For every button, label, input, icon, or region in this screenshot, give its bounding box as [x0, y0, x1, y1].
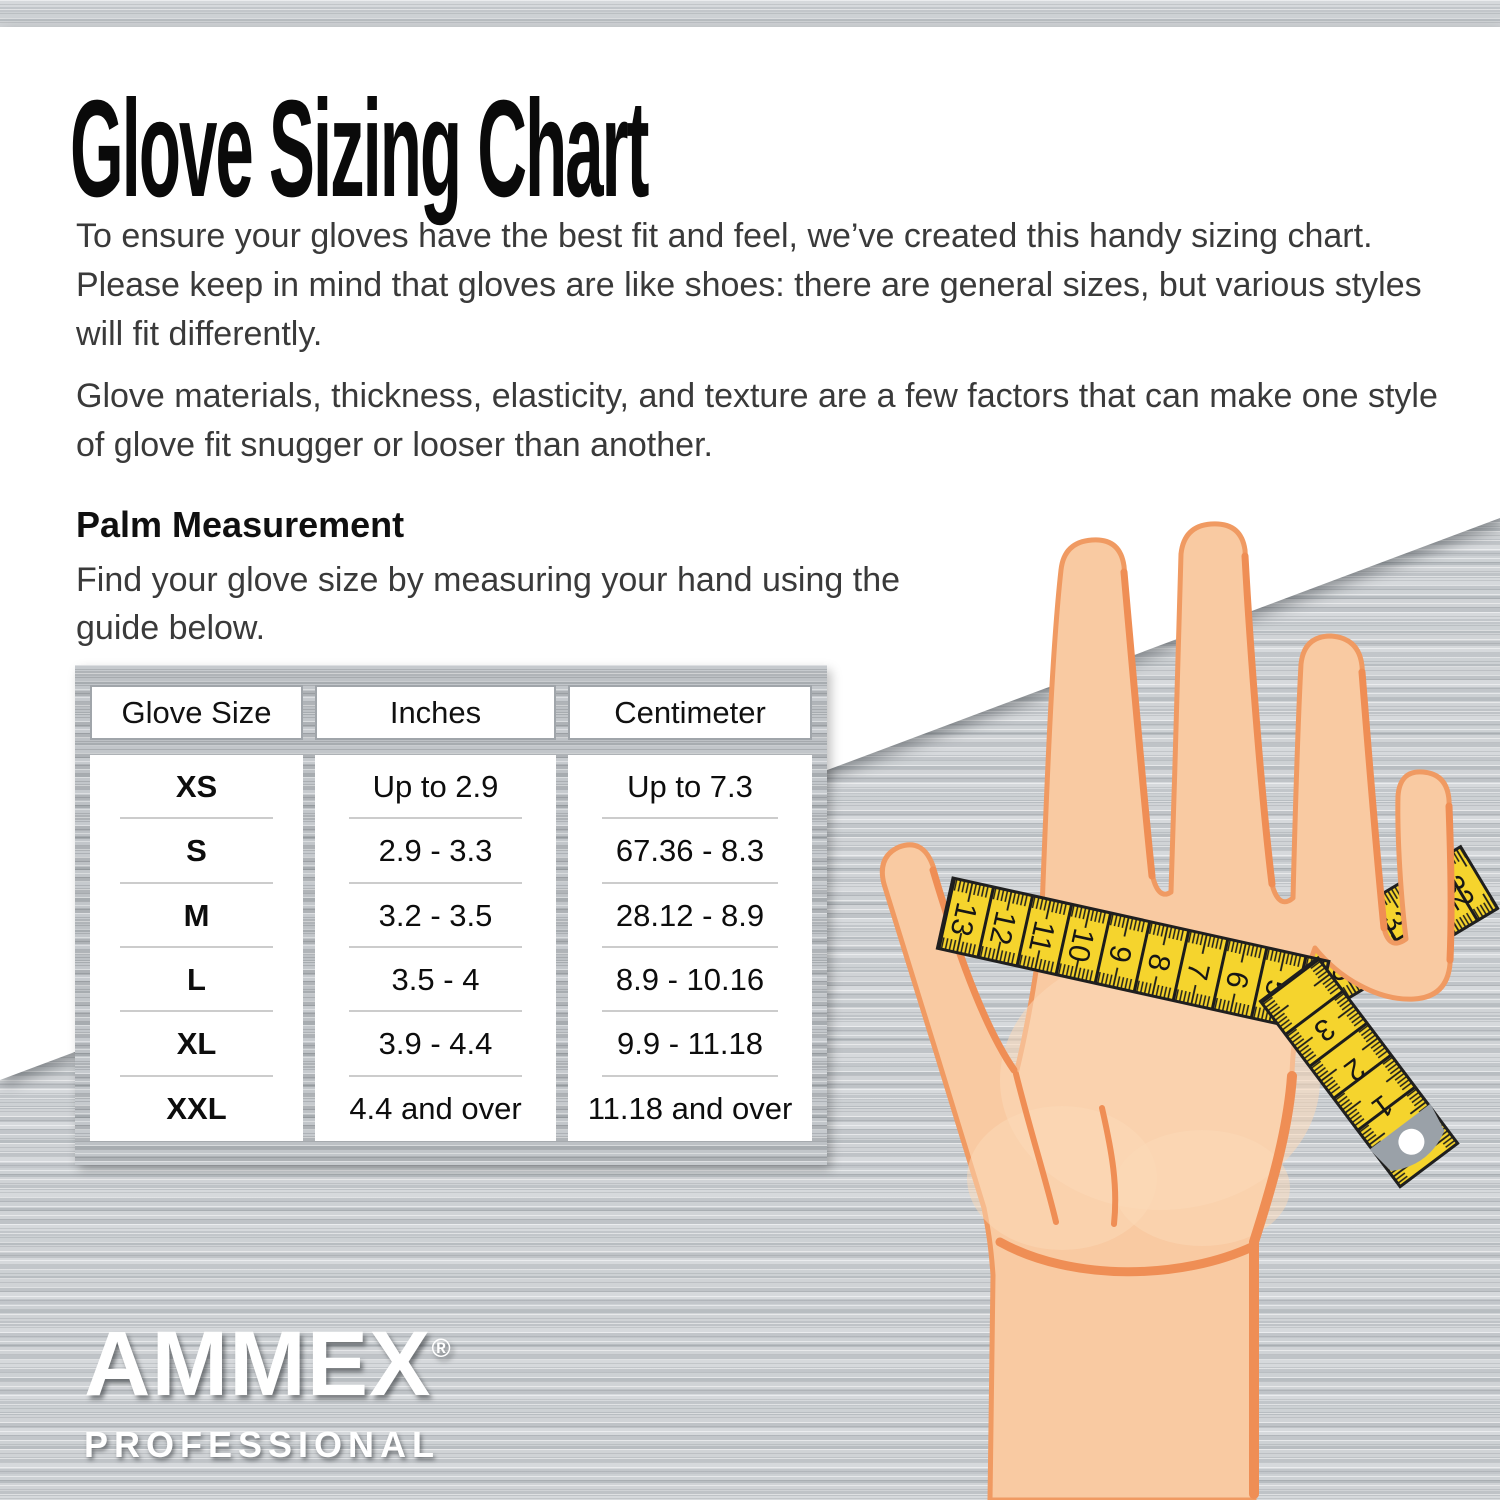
tape-tip-hole [1398, 1128, 1425, 1155]
tape-number: 8 [1141, 951, 1177, 974]
hand-illustration: 30 31 32 13 12 11 10 9 [879, 521, 1500, 1500]
column-header-glove-size: Glove Size [90, 685, 303, 740]
tape-number: 7 [1180, 959, 1216, 982]
table-cell-inches: 2.9 - 3.3 [315, 819, 556, 884]
table-cell-cm: Up to 7.3 [568, 755, 812, 820]
table-cell-inches: 3.9 - 4.4 [315, 1012, 556, 1077]
centimeter-column: Up to 7.3 67.36 - 8.3 28.12 - 8.9 8.9 - … [568, 755, 812, 1141]
registered-mark: ® [431, 1333, 452, 1363]
tape-number: 11 [1022, 918, 1061, 956]
hand-shading-lines [929, 552, 1455, 1499]
palm-measurement-body: Find your glove size by measuring your h… [76, 561, 901, 648]
table-cell-cm: 67.36 - 8.3 [568, 819, 812, 884]
palm-measurement-heading: Palm Measurement [76, 504, 405, 545]
intro-paragraph: To ensure your gloves have the best fit … [76, 217, 1422, 353]
table-cell-inches: 3.5 - 4 [315, 948, 556, 1013]
tape-number: 12 [983, 908, 1022, 948]
inches-column: Up to 2.9 2.9 - 3.3 3.2 - 3.5 3.5 - 4 3.… [315, 755, 556, 1141]
table-cell-inches: Up to 2.9 [315, 755, 556, 820]
column-header-centimeter: Centimeter [568, 685, 812, 740]
brand-logo: AMMEX® PROFESSIONAL [84, 1318, 452, 1466]
tape-main-strip: 13 12 11 10 9 8 7 6 5 4 [935, 876, 1331, 1034]
table-cell-size: L [90, 948, 303, 1013]
hypothenar-mound [1114, 1130, 1290, 1246]
table-cell-cm: 8.9 - 10.16 [568, 948, 812, 1013]
table-cell-cm: 28.12 - 8.9 [568, 884, 812, 949]
table-cell-inches: 3.2 - 3.5 [315, 884, 556, 949]
tape-end-strip: 3 2 1 [1258, 955, 1460, 1189]
column-header-inches: Inches [315, 685, 556, 740]
materials-paragraph: Glove materials, thickness, elasticity, … [76, 377, 1438, 464]
table-cell-size: XXL [166, 1090, 227, 1126]
table-cell-cm: 11.18 and over [587, 1090, 793, 1126]
table-cell-cm: 9.9 - 11.18 [568, 1012, 812, 1077]
table-cell-size: XL [90, 1012, 303, 1077]
tape-number: 9 [1102, 942, 1138, 965]
size-column: XS S M L XL XXL [90, 755, 303, 1141]
table-cell-size: XS [90, 755, 303, 820]
table-cell-size: S [90, 819, 303, 884]
tape-number: 6 [1219, 968, 1255, 991]
page-title: Glove Sizing Chart [70, 72, 649, 226]
tape-number: 10 [1061, 925, 1100, 965]
brand-text: AMMEX [84, 1313, 432, 1415]
tape-number: 13 [944, 899, 983, 939]
brand-name: AMMEX® [84, 1318, 452, 1410]
brand-subtitle: PROFESSIONAL [84, 1424, 441, 1465]
table-cell-inches: 4.4 and over [349, 1090, 522, 1126]
table-cell-size: M [90, 884, 303, 949]
